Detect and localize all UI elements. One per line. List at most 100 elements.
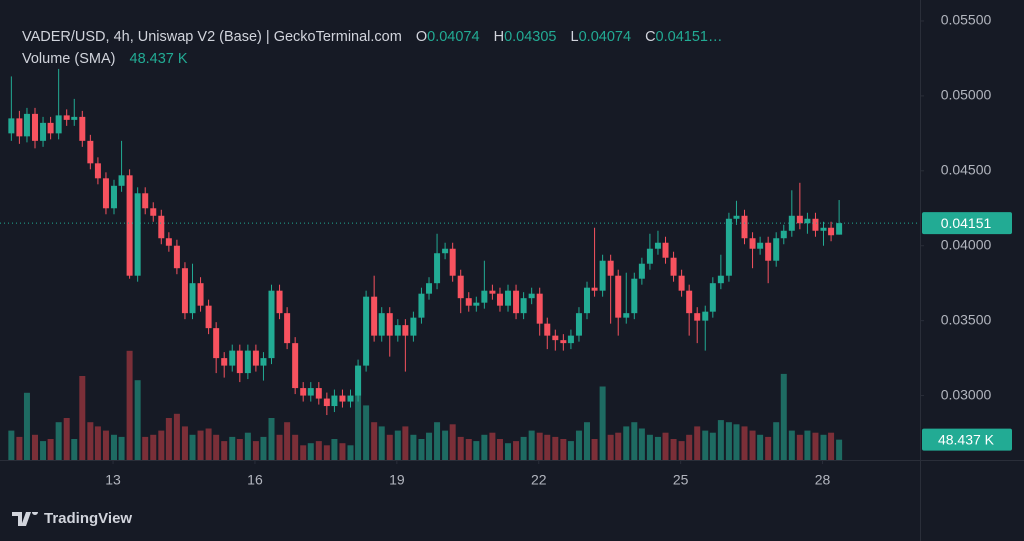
volume-bar	[607, 434, 614, 460]
volume-bar	[638, 428, 645, 460]
candle-body	[165, 238, 172, 246]
candle-body	[8, 118, 15, 134]
candle-body	[670, 257, 677, 276]
volume-bar	[552, 436, 559, 460]
candle-body	[378, 313, 385, 336]
candle-body	[252, 350, 259, 366]
candle-body	[110, 185, 117, 209]
x-tick-label: 13	[105, 472, 121, 488]
candle-body	[94, 163, 101, 179]
candle-body	[32, 113, 39, 141]
candle-body	[560, 340, 567, 344]
candle-body	[741, 215, 748, 239]
legend-value: 0.04074	[427, 29, 480, 45]
candle-body	[836, 223, 843, 235]
candle-body	[284, 313, 291, 344]
volume-bar	[181, 426, 188, 460]
candle-body	[300, 388, 307, 396]
candle-body	[40, 122, 47, 141]
candle-body	[221, 358, 228, 366]
candle-body	[615, 275, 622, 318]
legend-value: 0.04305	[504, 29, 557, 45]
last-price-box	[922, 212, 1012, 235]
volume-bar	[481, 434, 488, 460]
last-volume-label: 48.437 K	[938, 431, 995, 447]
volume-bar	[678, 441, 685, 460]
legend-label: H	[493, 29, 505, 45]
candle-body	[197, 283, 204, 306]
volume-bar	[646, 434, 653, 460]
volume-bar	[165, 418, 172, 460]
y-tick-label: 0.04500	[941, 162, 992, 178]
volume-bar	[836, 439, 843, 460]
candle-body	[654, 242, 661, 249]
brand-logo	[12, 511, 38, 526]
candle-body	[386, 313, 393, 336]
volume-bar	[631, 422, 638, 460]
candle-body	[465, 298, 472, 306]
candle-body	[229, 350, 236, 366]
volume-bar	[773, 422, 780, 460]
candle-body	[442, 248, 449, 254]
volume-bar	[150, 434, 157, 460]
volume-bar	[205, 428, 212, 460]
volume-bar	[339, 443, 346, 460]
candle-body	[410, 317, 417, 336]
volume-bar	[828, 432, 835, 460]
volume-bar	[189, 434, 196, 460]
volume-bar	[8, 430, 15, 460]
volume-value: 48.437 K	[129, 51, 188, 67]
volume-bar	[158, 430, 165, 460]
volume-bar	[544, 434, 551, 460]
volume-bar	[268, 418, 275, 460]
candle-body	[796, 215, 803, 224]
volume-bar	[567, 441, 574, 460]
volume-bar	[126, 350, 133, 460]
volume-bar	[654, 436, 661, 460]
volume-bar	[260, 436, 267, 460]
candle-body	[323, 398, 330, 407]
candle-body	[694, 313, 701, 321]
volume-bar	[276, 434, 283, 460]
brand-name: TradingView	[44, 510, 133, 527]
volume-bar	[71, 439, 78, 460]
volume-bar	[725, 422, 732, 460]
candle-body	[418, 293, 425, 318]
volume-bar	[118, 436, 125, 460]
volume-bar	[402, 426, 409, 460]
candle-body	[355, 365, 362, 396]
candle-body	[363, 296, 370, 366]
volume-bar	[662, 432, 669, 460]
candle-body	[394, 325, 401, 336]
y-tick-label: 0.05000	[941, 87, 992, 103]
candle-body	[591, 287, 598, 291]
legend: VADER/USD, 4h, Uniswap V2 (Base) | Gecko…	[22, 26, 722, 70]
branding[interactable]: TradingView	[12, 510, 132, 527]
volume-bar	[363, 405, 370, 460]
candle-body	[733, 215, 740, 219]
candle-body	[567, 335, 574, 344]
volume-bar	[284, 422, 291, 460]
volume-bar	[520, 436, 527, 460]
candle-body	[709, 283, 716, 312]
legend-label: C	[645, 29, 656, 45]
candle-body	[150, 208, 157, 216]
candle-body	[804, 218, 811, 224]
candle-body	[244, 350, 251, 374]
candle-body	[47, 122, 54, 134]
candle-body	[457, 275, 464, 299]
volume-title: Volume (SMA)	[22, 51, 116, 67]
legend-value: 0.04151…	[655, 29, 723, 45]
volume-bar	[173, 413, 180, 460]
volume-bar	[426, 432, 433, 460]
candle-body	[260, 358, 267, 366]
candle-body	[828, 227, 835, 236]
candle-body	[71, 116, 78, 120]
volume-bar	[292, 434, 299, 460]
candle-body	[102, 178, 109, 209]
volume-bar	[221, 441, 228, 460]
candle-body	[489, 290, 496, 294]
volume-bar	[804, 430, 811, 460]
